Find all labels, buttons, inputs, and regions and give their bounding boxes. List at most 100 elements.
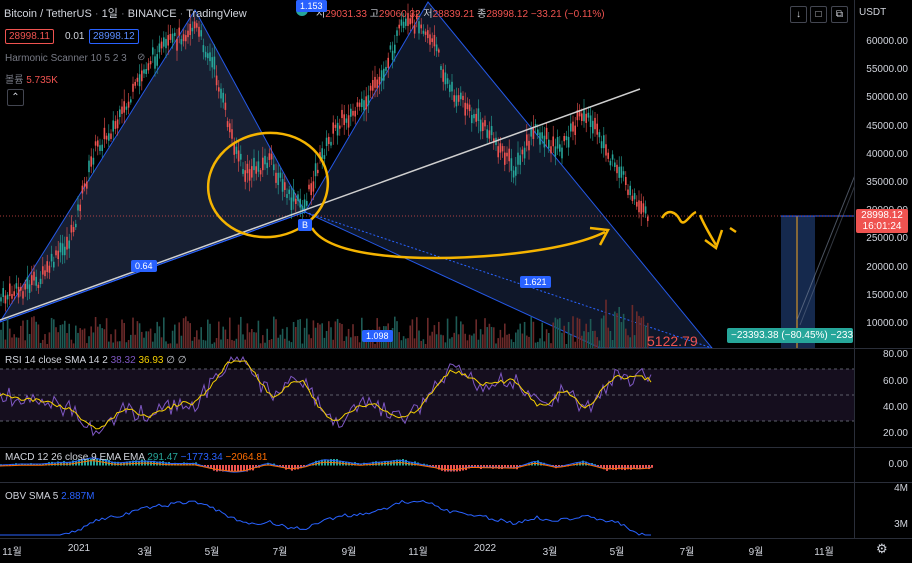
price-tick: 20000.00 (866, 262, 908, 273)
volume-bar (57, 332, 59, 348)
macd-bar (432, 465, 434, 467)
macd-bar (651, 465, 653, 468)
settings-icon[interactable]: ⚙ (876, 541, 888, 556)
volume-bar (596, 337, 598, 348)
time-tick: 3월 (542, 547, 558, 558)
rsi-extra-value: ∅ ∅ (166, 355, 187, 366)
candle-body (374, 76, 376, 88)
candle-body (354, 110, 356, 117)
volume-bar (405, 338, 407, 348)
macd-bar (294, 465, 296, 470)
macd-bar (108, 459, 110, 466)
macd-bar (162, 461, 164, 466)
volume-bar (523, 321, 526, 348)
macd-bar (360, 463, 362, 466)
volume-bar (46, 343, 48, 348)
volume-bar (457, 334, 460, 348)
macd-bar (189, 462, 191, 466)
collapse-icon[interactable]: ⌃ (7, 89, 24, 106)
harmonic-indicator-label[interactable]: Harmonic Scanner 10 5 2 3 (5, 53, 127, 64)
macd-bar (63, 460, 65, 466)
time-tick: 9월 (341, 547, 357, 558)
volume-bar (354, 336, 356, 348)
macd-bar (420, 464, 422, 466)
volume-bar (603, 315, 605, 348)
candle-body (440, 66, 442, 70)
candle-body (222, 92, 224, 103)
price-axis[interactable]: USDT 60000.00 55000.00 50000.00 45000.00… (854, 0, 912, 348)
volume-bar (598, 340, 601, 348)
candle-body (246, 163, 249, 174)
macd-bar (225, 465, 227, 472)
candle-body (640, 201, 642, 214)
macd-bar (246, 465, 248, 472)
candle-body (103, 127, 106, 140)
candle-body (141, 70, 143, 82)
volume-bar (435, 334, 438, 348)
candle-body (169, 33, 172, 40)
obv-axis[interactable]: 4M 3M (854, 483, 912, 538)
candle-body (154, 56, 156, 69)
volume-bar (123, 322, 125, 348)
macd-label[interactable]: MACD 12 26 close 9 EMA EMA (5, 452, 145, 463)
rsi-chart[interactable] (0, 349, 855, 447)
candle-body (138, 74, 141, 87)
point-b-label: B (298, 219, 313, 231)
volume-bar (48, 332, 51, 348)
candle-body (578, 111, 581, 117)
macd-axis[interactable]: 0.00 (854, 448, 912, 482)
arrow-down-icon[interactable]: ↓ (790, 6, 807, 23)
macd-bar (375, 461, 377, 466)
macd-signal-value: −2064.81 (225, 452, 268, 463)
volume-bar (541, 322, 543, 348)
macd-bar (489, 465, 491, 468)
interval[interactable]: 1일 (101, 8, 118, 20)
obv-label[interactable]: OBV SMA 5 (5, 491, 59, 502)
candle-body (572, 121, 574, 132)
candle-body (4, 295, 7, 304)
volume-bar (163, 317, 165, 348)
candle-body (570, 123, 572, 132)
price-tick: 55000.00 (866, 64, 908, 75)
candle-body (33, 271, 35, 281)
candle-body (422, 30, 425, 34)
volume-bar (356, 336, 359, 348)
volume-bar (134, 334, 136, 348)
obv-chart[interactable] (0, 483, 855, 538)
candle-body (158, 43, 161, 53)
rsi-label[interactable]: RSI 14 close SMA 14 2 (5, 355, 108, 366)
volume-bar (398, 332, 400, 348)
candle-body (497, 146, 499, 158)
volume-label[interactable]: 볼륨 (5, 75, 24, 86)
candle-body (156, 54, 158, 66)
candle-body (391, 50, 394, 60)
candle-body (482, 122, 484, 131)
volume-bar (565, 343, 568, 348)
candle-body (444, 72, 447, 85)
rsi-axis[interactable]: 80.00 60.00 40.00 20.00 (854, 349, 912, 447)
macd-chart[interactable] (0, 448, 855, 482)
macd-bar (282, 465, 284, 468)
volume-bar (108, 341, 110, 348)
volume-bar (174, 324, 176, 348)
sell-button[interactable]: 28998.11 (5, 29, 54, 44)
candle-body (59, 242, 62, 253)
maximize-icon[interactable]: □ (810, 6, 827, 23)
eye-off-icon[interactable]: ⊘ (137, 52, 146, 63)
volume-bar (262, 335, 264, 348)
candle-body (220, 88, 222, 99)
volume-bar (112, 342, 114, 348)
candle-body (363, 100, 365, 111)
price-chart[interactable] (0, 0, 855, 348)
restore-icon[interactable]: ⧉ (831, 6, 848, 23)
volume-bar (215, 338, 218, 348)
symbol-name[interactable]: Bitcoin / TetherUS (4, 8, 92, 20)
buy-button[interactable]: 28998.12 (89, 29, 139, 44)
volume-bar (464, 333, 466, 348)
candle-body (347, 115, 350, 128)
candle-body (257, 161, 260, 172)
macd-bar (603, 465, 605, 470)
candle-body (581, 113, 583, 122)
volume-bar (303, 327, 306, 348)
macd-bar (249, 465, 251, 471)
